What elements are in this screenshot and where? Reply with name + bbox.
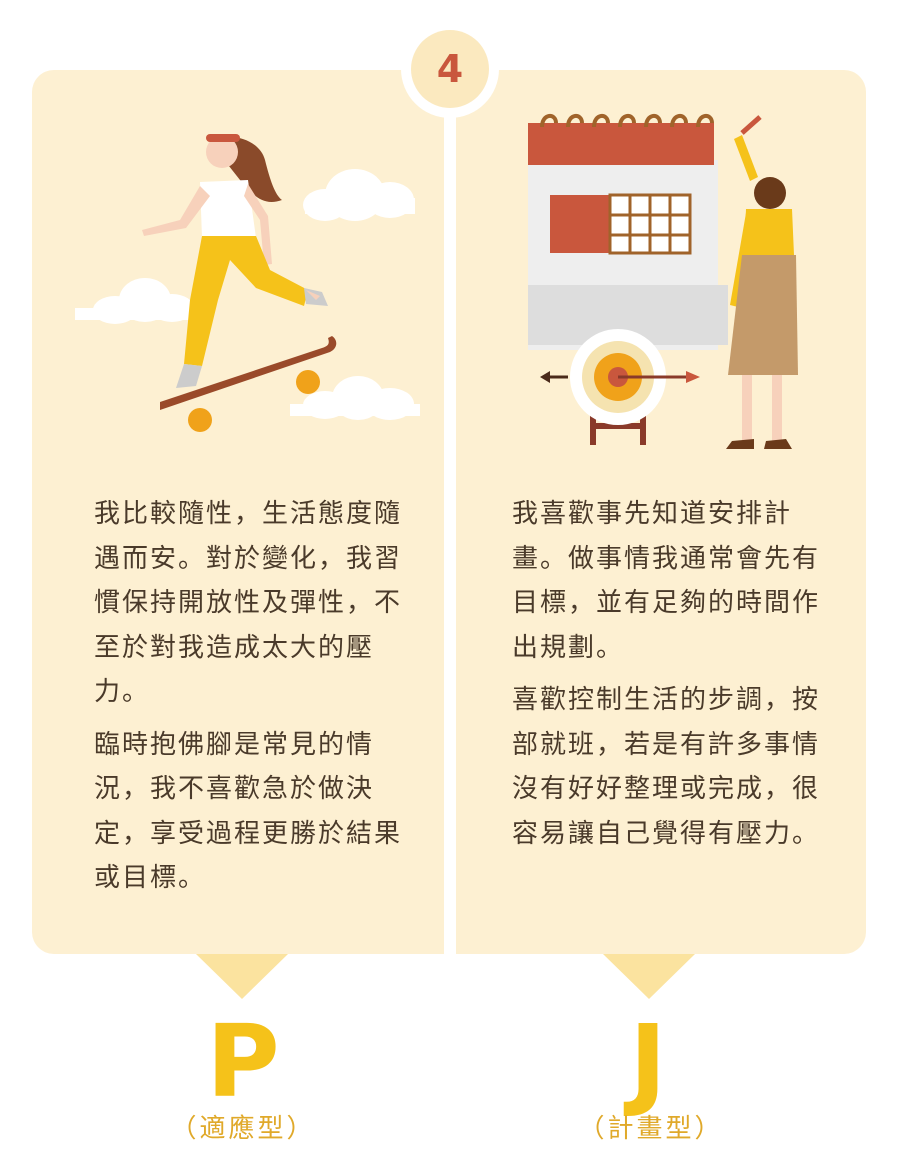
skateboarding-woman-illustration: [75, 134, 420, 432]
right-pointer-arrow: [603, 954, 695, 999]
type-letter-p: P: [206, 1003, 280, 1120]
type-label-planning: （計畫型）: [578, 1114, 724, 1144]
left-description: 我比較隨性，生活態度隨遇而安。對於變化，我習慣保持開放性及彈性，不至於對我造成太…: [94, 492, 404, 909]
left-paragraph-1: 我比較隨性，生活態度隨遇而安。對於變化，我習慣保持開放性及彈性，不至於對我造成太…: [94, 499, 403, 707]
woman-figure: [142, 134, 328, 388]
right-paragraph-1: 我喜歡事先知道安排計畫。做事情我通常會先有目標，並有足夠的時間作出規劃。: [512, 499, 821, 663]
right-description: 我喜歡事先知道安排計畫。做事情我通常會先有目標，並有足夠的時間作出規劃。 喜歡控…: [512, 492, 822, 864]
cloud-icon: [75, 169, 420, 420]
left-pointer-arrow: [196, 954, 288, 999]
left-paragraph-2: 臨時抱佛腳是常見的情況，我不喜歡急於做決定，享受過程更勝於結果或目標。: [94, 729, 403, 894]
step-number: 4: [436, 47, 464, 91]
right-paragraph-2: 喜歡控制生活的步調，按部就班，若是有許多事情沒有好好整理或完成，很容易讓自己覺得…: [512, 685, 821, 849]
planning-calendar-target-illustration: [528, 114, 798, 449]
calendar-icon: [528, 114, 728, 350]
type-label-adaptive: （適應型）: [170, 1114, 316, 1144]
step-number-badge: 4: [411, 30, 489, 108]
target-icon: [540, 329, 700, 445]
skateboard-icon: [160, 336, 337, 432]
woman-planner-figure: [726, 115, 798, 449]
type-letter-j: J: [629, 1003, 667, 1120]
